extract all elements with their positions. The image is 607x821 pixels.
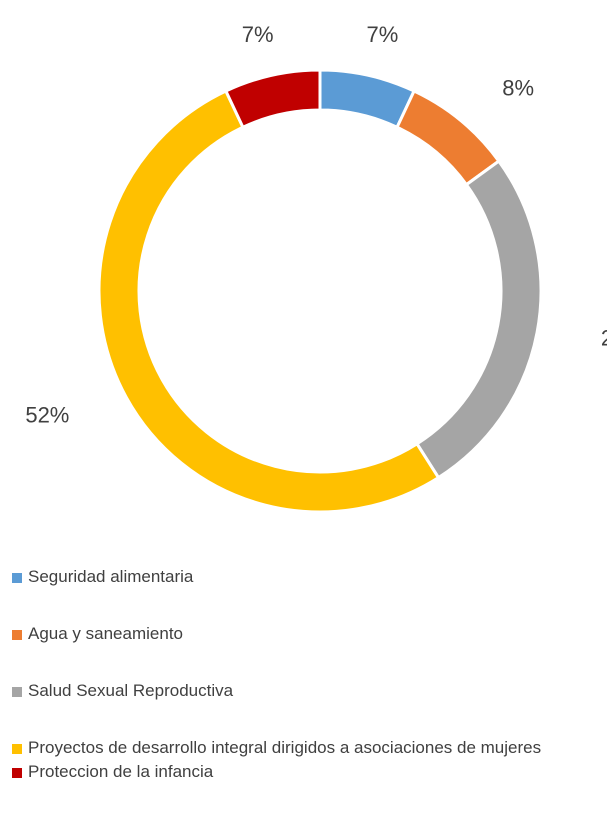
donut-segment [223,68,322,130]
legend-swatch [12,630,22,640]
legend-label: Seguridad alimentaria [28,567,194,586]
data-label: 8% [502,76,534,101]
legend-item: Proyectos de desarrollo integral dirigid… [12,737,602,759]
data-label: 7% [242,22,274,47]
data-label: 52% [25,403,69,428]
legend-label: Agua y saneamiento [28,624,183,643]
legend-label: Salud Sexual Reproductiva [28,681,234,700]
legend-item: Seguridad alimentaria [12,566,602,588]
legend-label: Proteccion de la infancia [28,762,214,781]
legend-swatch [12,768,22,778]
legend: Seguridad alimentaria Agua y saneamiento S… [12,566,602,783]
legend-item: Agua y saneamiento [12,623,602,645]
chart: 7% 8% 26% 52% 7% [25,22,607,514]
data-label: 26% [601,326,607,351]
legend-label: Proyectos de desarrollo integral dirigid… [28,738,542,757]
legend-swatch [12,573,22,583]
legend-item: Proteccion de la infancia [12,761,602,783]
data-label: 7% [366,22,398,47]
legend-swatch [12,687,22,697]
donut-segment [97,89,441,514]
legend-swatch [12,744,22,754]
donut-segment [414,159,543,480]
legend-item: Salud Sexual Reproductiva [12,680,602,702]
